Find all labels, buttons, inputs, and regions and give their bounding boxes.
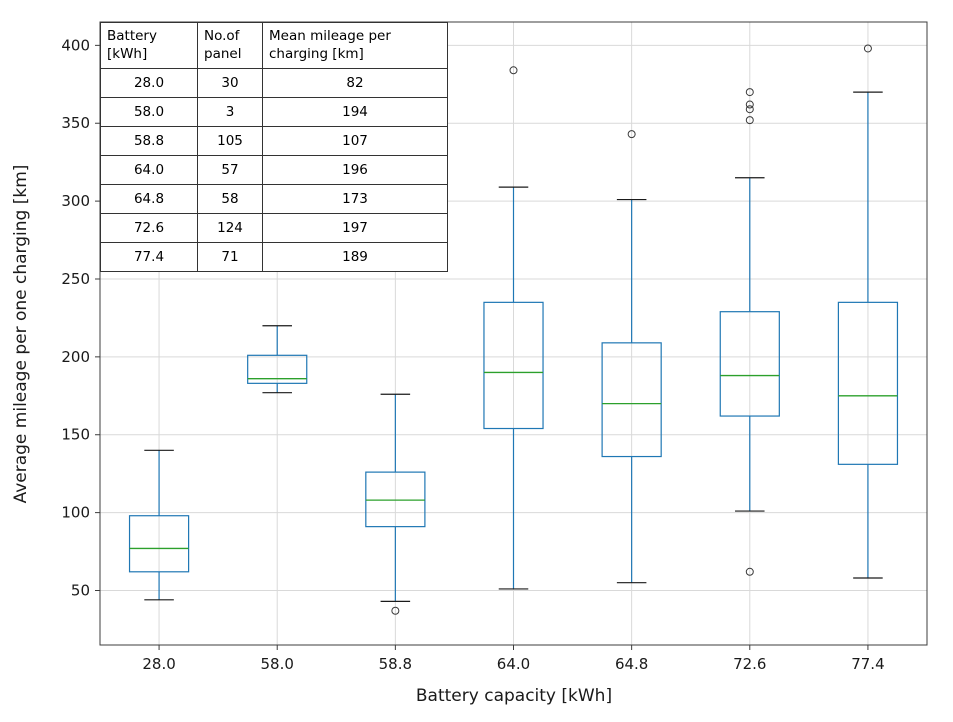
- inset-table-row: 72.6 124 197: [100, 213, 448, 244]
- outlier-point: [627, 130, 636, 139]
- inset-table-cell: 71: [197, 242, 263, 273]
- outlier-point: [863, 44, 872, 53]
- inset-table-row: 28.0 30 82: [100, 68, 448, 99]
- inset-table-cell: 58.8: [100, 126, 198, 157]
- inset-table-row: 64.8 58 173: [100, 184, 448, 215]
- inset-table-cell: 77.4: [100, 242, 198, 273]
- inset-table-cell: 64.0: [100, 155, 198, 186]
- x-tick-label: 64.8: [615, 655, 648, 673]
- box-rect: [365, 471, 426, 528]
- inset-summary-table: Battery [kWh] No.of panel Mean mileage per…: [100, 21, 448, 273]
- inset-table-cell: 58.0: [100, 97, 198, 128]
- inset-table-cell: 197: [262, 213, 448, 244]
- inset-table-cell: 72.6: [100, 213, 198, 244]
- x-tick-label: 64.0: [497, 655, 530, 673]
- x-tick-label: 77.4: [851, 655, 884, 673]
- inset-table-header: Battery [kWh]: [100, 21, 198, 70]
- box-rect: [601, 342, 662, 458]
- inset-table-row: 58.0 3 194: [100, 97, 448, 128]
- y-tick-label: 200: [61, 348, 90, 366]
- inset-table-cell: 124: [197, 213, 263, 244]
- inset-table-cell: 30: [197, 68, 263, 99]
- inset-table-cell: 57: [197, 155, 263, 186]
- x-tick-label: 72.6: [733, 655, 766, 673]
- inset-table-cell: 58: [197, 184, 263, 215]
- x-tick-label: 58.0: [261, 655, 294, 673]
- axes-frame: [99, 21, 928, 646]
- inset-table-header: No.of panel: [197, 21, 263, 70]
- outlier-point: [391, 606, 400, 615]
- inset-table-row: 77.4 71 189: [100, 242, 448, 273]
- inset-table-cell: 28.0: [100, 68, 198, 99]
- y-tick-label: 50: [71, 581, 90, 599]
- inset-table-cell: 3: [197, 97, 263, 128]
- y-tick-label: 250: [61, 270, 90, 288]
- box-rect: [837, 301, 899, 465]
- x-tick-label: 58.8: [379, 655, 412, 673]
- inset-table-header: Mean mileage per charging [km]: [262, 21, 448, 70]
- outlier-point: [745, 116, 754, 125]
- outlier-point: [745, 105, 754, 114]
- inset-table-row: 64.0 57 196: [100, 155, 448, 186]
- y-tick-label: 150: [61, 426, 90, 444]
- x-axis-label: Battery capacity [kWh]: [415, 686, 613, 706]
- box-rect: [128, 515, 190, 573]
- box-rect: [483, 301, 544, 430]
- y-tick-label: 400: [61, 36, 90, 54]
- y-tick-label: 300: [61, 192, 90, 210]
- inset-table-cell: 107: [262, 126, 448, 157]
- outlier-point: [745, 567, 754, 576]
- y-tick-label: 100: [61, 504, 90, 522]
- x-tick-label: 28.0: [142, 655, 175, 673]
- inset-table-cell: 173: [262, 184, 448, 215]
- inset-table-cell: 105: [197, 126, 263, 157]
- inset-table-row: 58.8 105 107: [100, 126, 448, 157]
- outlier-point: [745, 88, 754, 97]
- inset-table-cell: 82: [262, 68, 448, 99]
- outlier-point: [509, 66, 518, 75]
- inset-table-cell: 196: [262, 155, 448, 186]
- inset-table-cell: 64.8: [100, 184, 198, 215]
- box-rect: [247, 354, 308, 384]
- outlier-point: [745, 100, 754, 109]
- y-axis-label: Average mileage per one charging [km]: [11, 164, 31, 504]
- y-tick-label: 350: [61, 114, 90, 132]
- inset-table-cell: 194: [262, 97, 448, 128]
- inset-table-header-row: Battery [kWh] No.of panel Mean mileage per…: [100, 21, 448, 70]
- inset-table-cell: 189: [262, 242, 448, 273]
- box-rect: [719, 311, 780, 417]
